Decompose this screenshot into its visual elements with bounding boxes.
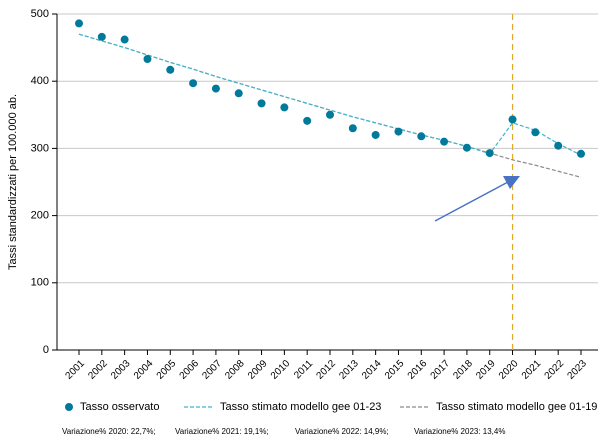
x-tick-label: 2022 (543, 358, 567, 382)
x-tick-label: 2004 (132, 358, 156, 382)
data-point (394, 127, 403, 136)
note: Variazione% 2020: 22,7%; (62, 427, 156, 436)
data-point (120, 35, 129, 44)
x-tick-label: 2013 (337, 358, 361, 382)
arrow-line (434, 181, 509, 222)
x-tick-label: 2016 (406, 358, 430, 382)
x-tick-label: 2015 (383, 358, 407, 382)
data-point (508, 115, 517, 124)
x-tick-label: 2005 (155, 358, 179, 382)
x-tick-label: 2012 (314, 358, 338, 382)
x-tick-label: 2011 (292, 358, 315, 381)
data-point (531, 128, 540, 137)
data-point (485, 149, 494, 158)
data-point (440, 137, 449, 146)
x-tick-label: 2009 (246, 358, 270, 382)
data-point (97, 32, 106, 41)
x-tick-label: 2021 (520, 358, 544, 382)
arrow-head (503, 176, 520, 189)
y-axis-label: Tassi standardizzati per 100.000 ab. (7, 94, 19, 270)
x-tick-label: 2019 (474, 358, 498, 382)
legend-label: Tasso stimato modello gee 01-19 (436, 401, 597, 413)
y-tick-label: 500 (31, 8, 49, 20)
x-tick-label: 2008 (223, 358, 247, 382)
legend-marker (65, 403, 73, 411)
data-point (554, 141, 563, 150)
data-point (166, 65, 175, 74)
x-tick-label: 2017 (429, 358, 453, 382)
legend-label: Tasso stimato modello gee 01-23 (220, 401, 381, 413)
y-tick-label: 100 (31, 277, 49, 289)
model-line (78, 33, 582, 156)
note: Variazione% 2021: 19,1%; (175, 427, 269, 436)
x-tick-label: 2001 (63, 358, 87, 382)
x-tick-label: 2018 (451, 358, 475, 382)
data-point (371, 130, 380, 139)
data-point (348, 124, 357, 133)
model-line (78, 33, 582, 178)
data-point (75, 19, 83, 28)
data-point (577, 149, 585, 158)
y-tick-label: 0 (43, 344, 49, 356)
x-tick-label: 2010 (269, 358, 293, 382)
legend-label: Tasso osservato (80, 401, 159, 413)
x-tick-label: 2003 (109, 358, 133, 382)
y-tick-label: 200 (31, 210, 49, 222)
x-tick-label: 2007 (200, 358, 224, 382)
data-point (257, 99, 266, 108)
data-point (303, 116, 312, 125)
x-tick-label: 2014 (360, 358, 384, 382)
data-point (234, 89, 243, 98)
x-tick-label: 2002 (86, 358, 110, 382)
data-point (326, 110, 334, 119)
y-tick-label: 400 (31, 75, 49, 87)
data-point (417, 132, 426, 141)
data-point (143, 55, 152, 64)
data-point (280, 103, 289, 112)
x-tick-label: 2020 (497, 358, 521, 382)
x-tick-label: 2023 (565, 358, 589, 382)
y-tick-label: 300 (31, 142, 49, 154)
data-point (211, 84, 220, 93)
data-point (189, 79, 198, 88)
note: Variazione% 2023: 13,4% (414, 427, 505, 436)
note: Variazione% 2022: 14,9%; (295, 427, 389, 436)
data-point (462, 143, 471, 152)
x-tick-label: 2006 (178, 358, 202, 382)
